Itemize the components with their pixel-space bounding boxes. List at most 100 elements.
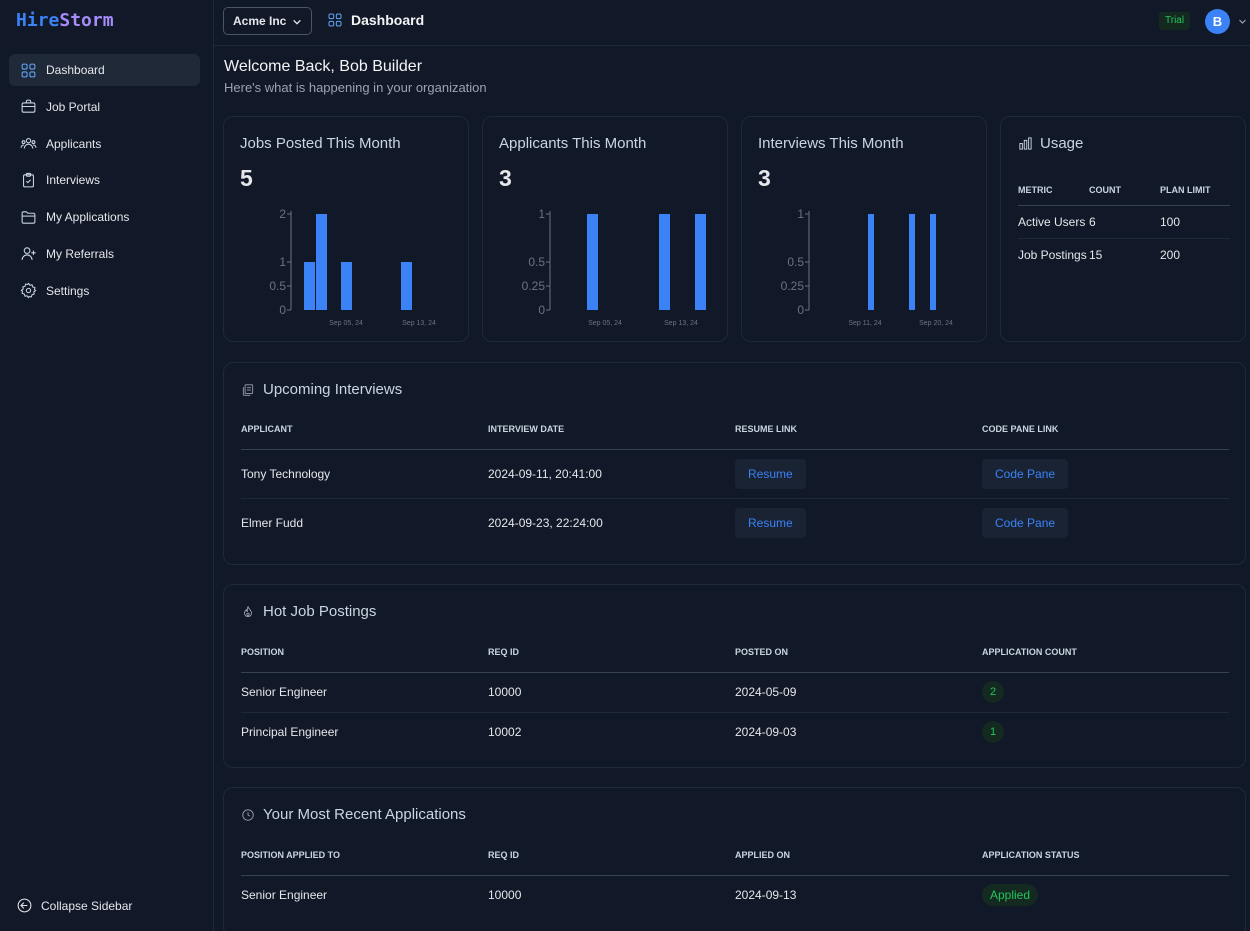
avatar[interactable]: B [1205,9,1230,34]
y-tick-label: 0.5 [787,255,804,269]
stat-title: Jobs Posted This Month [240,135,401,152]
applied-on-cell: 2024-09-13 [735,888,797,903]
column-header: REQ ID [488,632,735,673]
stat-title: Applicants This Month [499,135,647,152]
bar [316,214,327,310]
clock-icon [242,808,254,821]
y-tick-label: 1 [538,207,545,221]
stat-card-jobs-posted: Jobs Posted This Month 5 0 0.5 1 2 Sep 05, 2… [223,116,469,342]
page-title: Dashboard [351,12,425,28]
org-selector[interactable]: Acme Inc [223,7,312,35]
user-plus-icon [19,245,37,263]
column-header: COUNT [1089,175,1160,206]
gear-icon [19,282,37,300]
req-id-cell: 10000 [488,888,522,903]
table-row[interactable]: Senior Engineer 10000 2024-09-13 Applied [241,875,1229,915]
table-row: Tony Technology 2024-09-11, 20:41:00 Res… [241,449,1229,499]
collapse-sidebar-button[interactable]: Collapse Sidebar [16,897,132,914]
column-header: CODE PANE LINK [982,409,1229,450]
hot-jobs-table: POSITION REQ ID POSTED ON APPLICATION CO… [241,632,1229,752]
hirestorm-logo[interactable]: HireStorm [16,10,114,31]
clipboard-icon [19,171,37,189]
metric-cell: Active Users [1018,205,1089,239]
plan-badge: Trial [1159,12,1191,30]
sidebar-item-label: My Applications [46,210,130,225]
sidebar-item-applicants[interactable]: Applicants [9,128,200,160]
section-title: Hot Job Postings [263,603,377,620]
interviews-table: APPLICANT INTERVIEW DATE RESUME LINK COD… [241,409,1229,547]
y-tick-label: 0.25 [522,279,546,293]
interview-date-cell: 2024-09-11, 20:41:00 [488,449,735,499]
sidebar-item-label: Applicants [46,136,102,151]
section-header: Upcoming Interviews [241,381,402,398]
bar-chart-icon [1019,137,1032,150]
req-id-cell: 10000 [488,672,735,713]
sidebar-item-dashboard[interactable]: Dashboard [9,54,200,86]
interview-date-cell: 2024-09-23, 22:24:00 [488,515,603,530]
stat-card-interviews: Interviews This Month 3 0 0.25 0.5 1 Sep 11,… [741,116,987,342]
usage-header: Usage [1018,135,1083,152]
table-row: Job Postings 15 200 [1018,238,1230,271]
column-header: POSITION [241,632,488,673]
req-id-cell: 10002 [488,725,522,740]
status-badge: Applied [982,884,1039,907]
sidebar-item-job-portal[interactable]: Job Portal [9,91,200,123]
y-tick-label: 0 [538,303,545,317]
sidebar-item-my-referrals[interactable]: My Referrals [9,238,200,270]
resume-link-button[interactable]: Resume [735,507,806,538]
plan-limit-cell: 100 [1160,205,1230,239]
sidebar-item-label: Job Portal [46,99,101,114]
x-tick-label: Sep 13, 24 [402,320,436,327]
usage-card: Usage METRIC COUNT PLAN LIMIT Active Use… [1000,116,1246,342]
top-bar: Acme Inc Dashboard Trial B [214,0,1250,46]
code-pane-link-button[interactable]: Code Pane [982,458,1069,489]
code-pane-link-button[interactable]: Code Pane [982,507,1069,538]
x-tick-label: Sep 20, 24 [919,320,953,327]
org-name: Acme Inc [233,14,287,28]
section-title: Upcoming Interviews [263,381,403,398]
hot-job-postings-card: Hot Job Postings POSITION REQ ID POSTED … [223,584,1246,768]
y-tick-label: 0.5 [528,255,545,269]
welcome-subtitle: Here's what is happening in your organiz… [224,80,487,95]
application-count-badge: 1 [982,721,1004,744]
y-tick-label: 1 [797,207,804,221]
bar [659,214,670,310]
position-cell: Senior Engineer [241,888,328,903]
upcoming-interviews-card: Upcoming Interviews APPLICANT INTERVIEW … [223,362,1246,565]
resume-link-button[interactable]: Resume [735,458,806,489]
x-tick-label: Sep 05, 24 [329,320,363,327]
bar [304,262,315,310]
applicant-cell: Tony Technology [241,449,488,499]
column-header: APPLICATION STATUS [982,835,1229,876]
application-count-badge: 2 [982,681,1004,703]
column-header: APPLICATION COUNT [982,632,1229,673]
column-header: RESUME LINK [735,409,982,450]
column-header: APPLIED ON [735,835,982,876]
recent-applications-table: POSITION APPLIED TO REQ ID APPLIED ON AP… [241,835,1229,915]
welcome-title: Welcome Back, Bob Builder [224,58,423,75]
column-header: INTERVIEW DATE [488,409,735,450]
bar [909,214,915,310]
section-title: Your Most Recent Applications [263,806,466,823]
x-tick-label: Sep 11, 24 [848,320,881,327]
metric-cell: Job Postings [1018,247,1087,262]
y-tick-label: 0.25 [781,279,805,293]
sidebar-item-settings[interactable]: Settings [9,275,200,307]
bar [401,262,412,310]
stat-value: 3 [499,165,512,191]
chevron-down-icon [293,19,301,25]
count-cell: 15 [1089,247,1103,262]
table-row[interactable]: Senior Engineer 10000 2024-05-09 2 [241,672,1229,713]
recent-applications-card: Your Most Recent Applications POSITION A… [223,787,1246,931]
position-cell: Senior Engineer [241,672,488,713]
table-row[interactable]: Principal Engineer 10002 2024-09-03 1 [241,712,1229,752]
sidebar-item-my-applications[interactable]: My Applications [9,201,200,233]
sidebar-item-interviews[interactable]: Interviews [9,164,200,196]
stat-value: 5 [240,165,253,191]
chevron-down-icon[interactable] [1238,17,1247,26]
breadcrumb: Dashboard [327,12,424,28]
y-tick-label: 0.5 [269,279,286,293]
sidebar-nav: Dashboard Job Portal Applicants Intervie… [9,54,200,312]
column-header: POSTED ON [735,632,982,673]
bar-chart: 0 0.5 1 2 Sep 05, 24 Sep 13, 24 [240,205,470,331]
